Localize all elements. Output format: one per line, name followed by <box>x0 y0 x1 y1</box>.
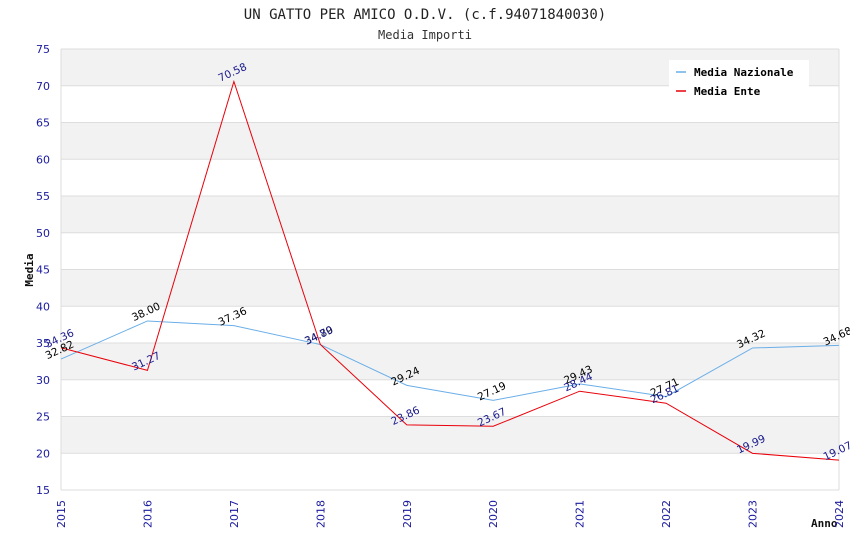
y-tick-label: 70 <box>36 80 50 93</box>
x-tick-label: 2019 <box>401 500 414 528</box>
plot-band <box>61 196 839 233</box>
y-tick-label: 55 <box>36 190 50 203</box>
plot-bands <box>61 49 839 490</box>
x-tick-label: 2018 <box>314 500 327 528</box>
y-axis-label: Media <box>23 253 36 286</box>
y-tick-label: 20 <box>36 447 50 460</box>
y-tick-label: 15 <box>36 484 50 497</box>
grid-lines <box>60 48 840 491</box>
legend: Media Nazionale Media Ente <box>669 60 809 101</box>
y-tick-label: 25 <box>36 411 50 424</box>
plot-band <box>61 269 839 307</box>
series-line-media-ente <box>60 79 840 461</box>
plot-band <box>61 343 839 380</box>
plot-band <box>61 416 839 454</box>
x-axis-ticks: 2015 2016 2017 2018 2019 2020 2021 2022 2023 2024 <box>55 500 846 528</box>
x-tick-label: 2016 <box>141 500 154 528</box>
x-tick-label: 2020 <box>487 500 500 528</box>
series-line-media-nazionale <box>60 320 840 401</box>
y-tick-label: 40 <box>36 300 50 313</box>
y-axis-ticks: 15 20 25 30 35 40 45 50 55 60 65 70 75 <box>36 43 50 497</box>
plot-band <box>61 379 839 417</box>
legend-box <box>669 60 809 101</box>
plot-band <box>61 122 839 160</box>
y-tick-label: 45 <box>36 264 50 277</box>
chart-title: UN GATTO PER AMICO O.D.V. (c.f.940718400… <box>244 7 606 23</box>
y-tick-label: 65 <box>36 117 50 130</box>
y-tick-label: 35 <box>36 337 50 350</box>
legend-label: Media Nazionale <box>694 66 794 79</box>
y-tick-label: 30 <box>36 374 50 387</box>
series-lines <box>60 79 840 461</box>
x-axis-label: Anno <box>811 517 838 530</box>
x-tick-label: 2024 <box>833 500 846 528</box>
y-tick-label: 60 <box>36 153 50 166</box>
y-tick-label: 75 <box>36 43 50 56</box>
x-tick-label: 2017 <box>228 500 241 528</box>
plot-band <box>61 232 839 270</box>
y-tick-label: 50 <box>36 227 50 240</box>
x-tick-label: 2021 <box>574 500 587 528</box>
plot-band <box>61 159 839 196</box>
plot-band <box>61 306 839 343</box>
chart-subtitle: Media Importi <box>378 28 472 42</box>
x-tick-label: 2022 <box>660 500 673 528</box>
legend-label: Media Ente <box>694 85 761 98</box>
x-tick-label: 2015 <box>55 500 68 528</box>
plot-band <box>61 453 839 490</box>
x-tick-label: 2023 <box>747 500 760 528</box>
